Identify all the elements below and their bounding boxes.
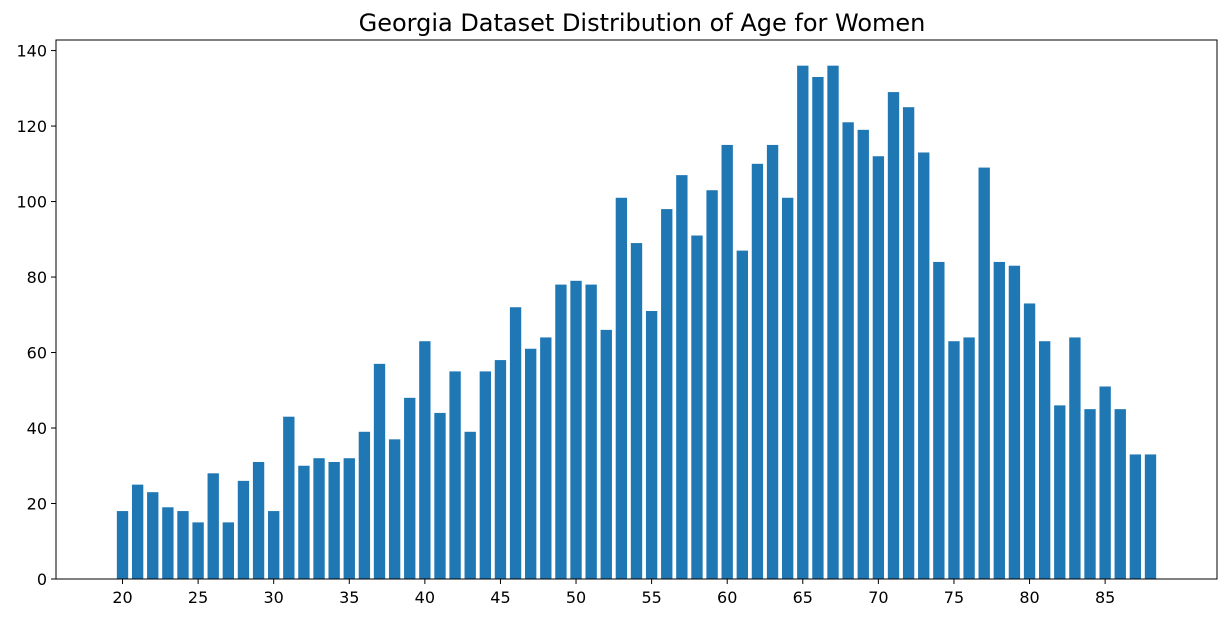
bar-age-59 — [706, 190, 718, 580]
bar-age-67 — [827, 65, 839, 580]
x-tick-label: 25 — [188, 588, 208, 607]
bar-age-31 — [283, 416, 295, 579]
y-tick-label: 0 — [37, 570, 47, 589]
x-tick-label: 85 — [1095, 588, 1115, 607]
y-tick-label: 80 — [27, 268, 47, 287]
bar-age-80 — [1023, 303, 1036, 579]
x-tick-label: 60 — [717, 588, 737, 607]
bar-age-45 — [494, 360, 507, 579]
x-tick-label: 65 — [793, 588, 813, 607]
bar-age-30 — [268, 511, 280, 579]
bar-age-26 — [207, 473, 219, 579]
y-tick-label: 20 — [27, 495, 47, 514]
bar-age-51 — [585, 284, 597, 579]
bar-age-52 — [600, 329, 612, 579]
bar-age-24 — [177, 511, 189, 579]
x-tick-label: 75 — [944, 588, 964, 607]
plot-frame — [55, 39, 1218, 580]
bar-age-29 — [252, 461, 265, 579]
bar-age-27 — [222, 522, 235, 579]
bar-age-46 — [509, 307, 522, 579]
bar-age-60 — [721, 144, 733, 579]
bar-age-81 — [1039, 341, 1051, 579]
bar-age-76 — [963, 337, 975, 579]
bar-age-79 — [1008, 265, 1021, 579]
bars-layer — [116, 65, 1157, 580]
y-tick-label: 60 — [27, 344, 47, 363]
x-tick-label: 70 — [868, 588, 888, 607]
x-tick-label: 50 — [566, 588, 586, 607]
bar-age-58 — [691, 235, 703, 579]
y-tick-label: 120 — [16, 117, 47, 136]
x-tick-label: 20 — [112, 588, 132, 607]
bar-age-71 — [887, 92, 900, 579]
bar-age-66 — [812, 76, 824, 580]
x-tick-label: 30 — [264, 588, 284, 607]
bar-age-69 — [857, 129, 869, 579]
x-tick-label: 35 — [339, 588, 359, 607]
bar-age-70 — [872, 156, 885, 579]
bar-age-65 — [797, 65, 809, 580]
bar-age-84 — [1084, 409, 1096, 579]
axes-layer: 20 25 30 35 40 45 50 55 60 65 70 75 80 85 0 20 40 60 80 100… — [16, 39, 1218, 607]
bar-age-62 — [751, 163, 764, 580]
y-tick-label: 140 — [16, 42, 47, 61]
bar-age-86 — [1114, 409, 1126, 579]
bar-age-23 — [162, 507, 174, 579]
bar-age-40 — [419, 341, 431, 579]
bar-age-73 — [918, 152, 930, 580]
bar-age-32 — [298, 465, 310, 579]
bar-age-43 — [464, 431, 476, 579]
bar-age-21 — [131, 484, 144, 579]
bar-age-36 — [358, 431, 371, 579]
bar-age-28 — [237, 480, 250, 579]
bar-age-39 — [404, 397, 416, 579]
bar-age-64 — [782, 197, 794, 579]
bar-age-44 — [479, 371, 491, 579]
bar-age-48 — [540, 337, 552, 579]
x-tick-label: 40 — [415, 588, 435, 607]
bar-age-37 — [373, 363, 386, 579]
bar-age-61 — [736, 250, 748, 579]
bar-age-56 — [661, 209, 673, 579]
bar-age-68 — [842, 122, 854, 579]
y-tick-label: 100 — [16, 193, 47, 212]
bar-age-78 — [993, 261, 1005, 579]
x-tick-label: 45 — [490, 588, 510, 607]
bar-age-63 — [766, 144, 779, 579]
bar-age-33 — [313, 458, 325, 579]
bar-age-54 — [630, 243, 643, 579]
bar-age-87 — [1129, 454, 1142, 579]
bar-age-42 — [449, 371, 461, 579]
bar-age-20 — [116, 511, 129, 579]
bar-age-47 — [525, 348, 537, 579]
y-tick-label: 40 — [27, 419, 47, 438]
chart-title: Georgia Dataset Distribution of Age for … — [359, 9, 926, 37]
bar-age-49 — [555, 284, 567, 579]
bar-age-38 — [388, 439, 401, 579]
x-tick-label: 55 — [641, 588, 661, 607]
bar-age-53 — [615, 197, 628, 579]
x-tick-label: 80 — [1019, 588, 1039, 607]
bar-age-55 — [645, 311, 658, 579]
bar-age-50 — [570, 280, 582, 579]
bar-age-85 — [1099, 386, 1111, 579]
bar-age-74 — [933, 261, 945, 579]
bar-age-77 — [978, 167, 990, 579]
bar-age-34 — [328, 461, 340, 579]
bar-age-82 — [1054, 405, 1066, 579]
bar-age-25 — [192, 522, 204, 579]
bar-age-88 — [1144, 454, 1157, 579]
bar-age-41 — [434, 412, 446, 579]
bar-age-72 — [902, 107, 915, 579]
bar-age-83 — [1069, 337, 1081, 579]
bar-age-22 — [147, 492, 159, 579]
bar-age-75 — [948, 341, 960, 579]
bar-age-57 — [676, 175, 688, 579]
bar-age-35 — [343, 458, 355, 579]
